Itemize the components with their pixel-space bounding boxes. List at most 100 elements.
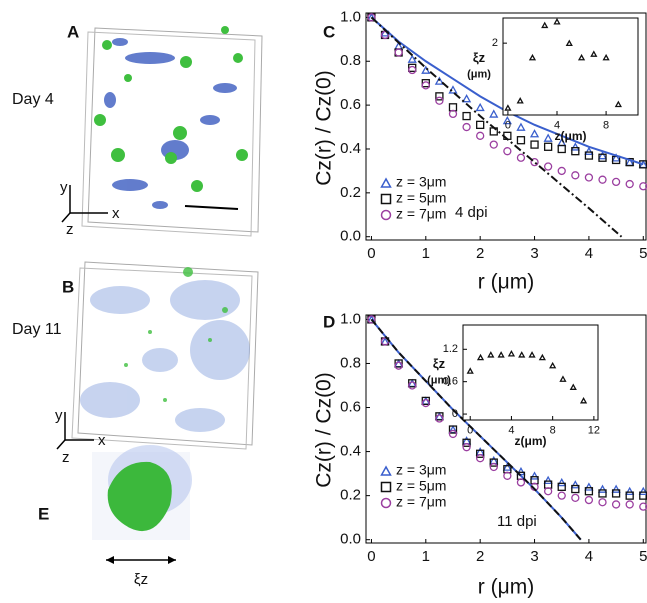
x-tick-label: 8 — [550, 424, 556, 436]
marker-square — [462, 438, 471, 447]
scale-label: ξz — [134, 571, 148, 588]
x-tick-label: 3 — [530, 548, 538, 565]
marker-triangle — [489, 109, 499, 118]
x-tick-label: 2 — [476, 245, 484, 262]
marker-circle — [408, 381, 417, 390]
marker-triangle — [466, 367, 474, 374]
marker-triangle — [597, 151, 608, 160]
marker-triangle — [553, 18, 561, 25]
marker-triangle — [476, 353, 485, 361]
x-tick-label: 3 — [530, 245, 538, 262]
panel-caption: Day 4 — [12, 91, 54, 108]
y-axis-unit: (μm) — [427, 374, 451, 386]
marker-circle — [503, 471, 512, 480]
y-tick-label: 0.2 — [340, 487, 361, 504]
marker-triangle — [559, 375, 567, 382]
axis-label: y — [55, 407, 63, 424]
marker-square — [571, 147, 580, 156]
marker-square — [380, 481, 392, 493]
marker-square — [571, 484, 580, 494]
marker-triangle — [557, 477, 567, 487]
x-tick-label: 4 — [585, 245, 593, 262]
marker-circle — [394, 48, 403, 57]
panel-label: D — [323, 312, 335, 331]
legend-label: z = 3μm — [396, 174, 446, 190]
x-tick-label: 5 — [639, 245, 647, 262]
axis-glyph — [56, 412, 94, 450]
marker-square — [435, 92, 444, 101]
marker-triangle — [549, 361, 557, 369]
marker-circle — [462, 122, 471, 132]
marker-triangle — [528, 351, 536, 358]
marker-triangle — [543, 133, 553, 142]
marker-triangle — [529, 471, 540, 480]
marker-triangle — [638, 486, 647, 496]
fit-line — [370, 318, 582, 541]
charts: 0 1 2 3 4 50.00.20.40.60.81.0Cr (μm)Cz(r) / C… — [313, 8, 647, 599]
marker-circle — [380, 497, 392, 509]
axis-label: z — [66, 221, 74, 238]
marker-triangle — [611, 153, 621, 162]
marker-square — [448, 425, 458, 434]
legend-label: z = 3μm — [396, 462, 446, 478]
marker-circle — [584, 173, 594, 182]
marker-circle — [530, 157, 539, 167]
marker-circle — [462, 443, 471, 452]
marker-square — [598, 153, 607, 162]
marker-circle — [380, 209, 392, 221]
annotation: 4 dpi — [455, 204, 488, 221]
y-axis-label: Cz(r) / Cz(0) — [313, 70, 336, 185]
x-tick-label: 1 — [422, 548, 430, 565]
marker-triangle — [475, 102, 485, 112]
y-tick-label: 0.6 — [340, 398, 361, 415]
marker-triangle — [565, 39, 573, 47]
marker-triangle — [380, 177, 392, 188]
panel-b-image — [71, 261, 259, 450]
marker-circle — [367, 315, 376, 324]
marker-square — [557, 144, 566, 154]
axis-label: y — [60, 179, 68, 196]
x-tick-label: 4 — [585, 548, 593, 565]
x-axis-label: z(μm) — [554, 129, 586, 143]
marker-circle — [516, 153, 526, 162]
y-tick-label: 0.2 — [340, 184, 361, 201]
y-tick-label: 0.4 — [340, 140, 361, 157]
marker-square — [462, 111, 471, 121]
x-tick-label: 0 — [505, 119, 511, 131]
y-tick-label: 0.0 — [340, 228, 361, 245]
x-axis-label: r (μm) — [478, 576, 534, 599]
plot-frame — [462, 324, 599, 421]
x-tick-label: 0 — [367, 245, 375, 262]
panel-label: A — [67, 22, 79, 41]
marker-circle — [448, 429, 458, 439]
marker-circle — [476, 454, 485, 463]
marker-square — [625, 157, 634, 167]
x-tick-label: 0 — [367, 548, 375, 565]
marker-triangle — [538, 353, 546, 361]
marker-circle — [503, 147, 512, 156]
legend-label: z = 7μm — [396, 494, 446, 510]
x-axis-label: r (μm) — [478, 271, 534, 294]
marker-square — [584, 151, 594, 160]
marker-triangle — [504, 104, 512, 111]
marker-square — [489, 458, 498, 467]
marker-triangle — [541, 21, 549, 29]
x-tick-label: 1 — [422, 245, 430, 262]
marker-circle — [435, 96, 444, 105]
marker-triangle — [569, 383, 577, 390]
x-tick-label: 0 — [467, 424, 473, 436]
marker-triangle — [577, 53, 586, 61]
axis-label: x — [98, 432, 106, 449]
y-tick-label: 0.8 — [340, 52, 361, 69]
marker-triangle — [502, 115, 512, 125]
marker-triangle — [543, 475, 553, 485]
marker-circle — [625, 500, 634, 509]
marker-triangle — [590, 50, 598, 57]
marker-triangle — [611, 484, 621, 493]
axis-label: z — [62, 449, 70, 466]
marker-triangle — [434, 76, 445, 85]
marker-square — [584, 487, 594, 496]
marker-triangle — [570, 480, 580, 489]
marker-circle — [489, 462, 498, 472]
y-tick-label: 2 — [492, 37, 498, 49]
